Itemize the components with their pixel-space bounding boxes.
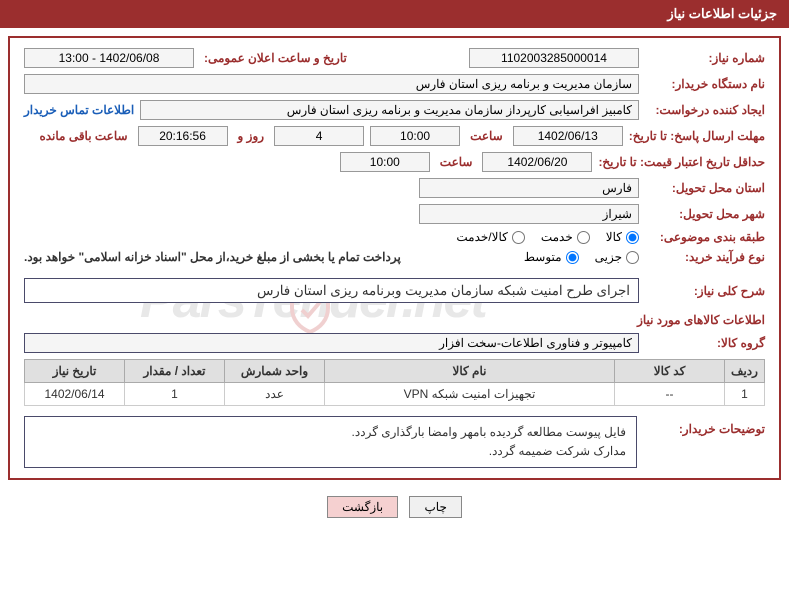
purchase-type-radio-group: جزیی متوسط bbox=[524, 250, 639, 264]
city-label: شهر محل تحویل: bbox=[645, 207, 765, 221]
th-need-date: تاریخ نیاز bbox=[25, 360, 125, 383]
countdown-input[interactable] bbox=[138, 126, 228, 146]
td-name: تجهیزات امنیت شبکه VPN bbox=[325, 383, 615, 406]
footer-buttons: چاپ بازگشت bbox=[0, 490, 789, 524]
days-and-label: روز و bbox=[238, 129, 265, 143]
need-no-input[interactable] bbox=[469, 48, 639, 68]
requester-input[interactable] bbox=[140, 100, 639, 120]
items-table: ردیف کد کالا نام کالا واحد شمارش تعداد /… bbox=[24, 359, 765, 406]
th-name: نام کالا bbox=[325, 360, 615, 383]
cat-service-label: خدمت bbox=[541, 230, 573, 244]
pt-medium-radio[interactable] bbox=[566, 251, 579, 264]
buyer-org-label: نام دستگاه خریدار: bbox=[645, 77, 765, 91]
page-title: جزئیات اطلاعات نیاز bbox=[667, 6, 777, 21]
cat-goods-label: کالا bbox=[606, 230, 622, 244]
buyer-desc-line-1: فایل پیوست مطالعه گردیده بامهر وامضا بار… bbox=[35, 423, 626, 442]
items-section-label: اطلاعات کالاهای مورد نیاز bbox=[24, 313, 765, 327]
td-row: 1 bbox=[725, 383, 765, 406]
pt-small-item[interactable]: جزیی bbox=[595, 250, 639, 264]
cat-goods-item[interactable]: کالا bbox=[606, 230, 639, 244]
requester-label: ایجاد کننده درخواست: bbox=[645, 103, 765, 117]
pt-medium-item[interactable]: متوسط bbox=[524, 250, 579, 264]
buyer-desc-line-2: مدارک شرکت ضمیمه گردد. bbox=[35, 442, 626, 461]
print-button[interactable]: چاپ bbox=[409, 496, 461, 518]
province-input[interactable] bbox=[419, 178, 639, 198]
group-label: گروه کالا: bbox=[645, 336, 765, 350]
cat-both-item[interactable]: کالا/خدمت bbox=[456, 230, 524, 244]
reply-date-input[interactable] bbox=[513, 126, 623, 146]
pt-medium-label: متوسط bbox=[524, 250, 562, 264]
main-desc-input[interactable] bbox=[24, 278, 639, 303]
main-desc-label: شرح کلی نیاز: bbox=[645, 284, 765, 298]
province-label: استان محل تحویل: bbox=[645, 181, 765, 195]
days-input[interactable] bbox=[274, 126, 364, 146]
buyer-desc-box: فایل پیوست مطالعه گردیده بامهر وامضا بار… bbox=[24, 416, 637, 468]
purchase-type-label: نوع فرآیند خرید: bbox=[645, 250, 765, 264]
cat-service-radio[interactable] bbox=[577, 231, 590, 244]
group-input[interactable] bbox=[24, 333, 639, 353]
td-need-date: 1402/06/14 bbox=[25, 383, 125, 406]
table-row[interactable]: 1 -- تجهیزات امنیت شبکه VPN عدد 1 1402/0… bbox=[25, 383, 765, 406]
pt-small-label: جزیی bbox=[595, 250, 622, 264]
back-button[interactable]: بازگشت bbox=[327, 496, 398, 518]
remaining-label: ساعت باقی مانده bbox=[39, 129, 127, 143]
th-unit: واحد شمارش bbox=[225, 360, 325, 383]
th-qty: تعداد / مقدار bbox=[125, 360, 225, 383]
min-valid-time-input[interactable] bbox=[340, 152, 430, 172]
cat-both-label: کالا/خدمت bbox=[456, 230, 507, 244]
cat-goods-radio[interactable] bbox=[626, 231, 639, 244]
td-code: -- bbox=[615, 383, 725, 406]
min-valid-date-input[interactable] bbox=[482, 152, 592, 172]
need-no-label: شماره نیاز: bbox=[645, 51, 765, 65]
cat-both-radio[interactable] bbox=[512, 231, 525, 244]
buyer-org-input[interactable] bbox=[24, 74, 639, 94]
th-row: ردیف bbox=[725, 360, 765, 383]
time-label-2: ساعت bbox=[440, 155, 473, 169]
min-valid-label: حداقل تاریخ اعتبار قیمت: تا تاریخ: bbox=[598, 155, 765, 169]
page-title-bar: جزئیات اطلاعات نیاز bbox=[0, 0, 789, 28]
pt-small-radio[interactable] bbox=[626, 251, 639, 264]
contact-link[interactable]: اطلاعات تماس خریدار bbox=[24, 103, 134, 117]
reply-deadline-label: مهلت ارسال پاسخ: تا تاریخ: bbox=[629, 129, 765, 143]
payment-note: پرداخت تمام یا بخشی از مبلغ خرید،از محل … bbox=[24, 250, 401, 264]
announce-label: تاریخ و ساعت اعلان عمومی: bbox=[204, 51, 347, 65]
category-radio-group: کالا خدمت کالا/خدمت bbox=[456, 230, 639, 244]
th-code: کد کالا bbox=[615, 360, 725, 383]
buyer-desc-label: توضیحات خریدار: bbox=[645, 416, 765, 436]
category-label: طبقه بندی موضوعی: bbox=[645, 230, 765, 244]
td-unit: عدد bbox=[225, 383, 325, 406]
announce-input[interactable] bbox=[24, 48, 194, 68]
city-input[interactable] bbox=[419, 204, 639, 224]
reply-time-input[interactable] bbox=[370, 126, 460, 146]
main-content: شماره نیاز: تاریخ و ساعت اعلان عمومی: نا… bbox=[8, 36, 781, 480]
cat-service-item[interactable]: خدمت bbox=[541, 230, 590, 244]
time-label-1: ساعت bbox=[470, 129, 503, 143]
td-qty: 1 bbox=[125, 383, 225, 406]
